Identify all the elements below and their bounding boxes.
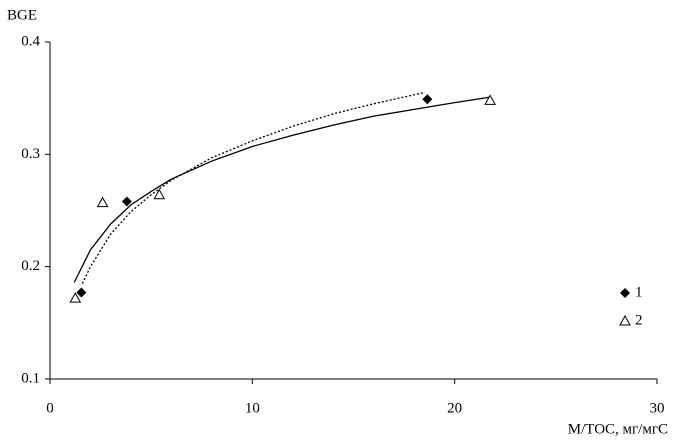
x-tick-label: 10 (245, 400, 260, 416)
trend-line (81, 91, 425, 284)
legend-marker (620, 288, 630, 298)
legend-marker (619, 314, 631, 326)
x-tick-label: 0 (46, 400, 54, 416)
y-axis-title: BGE (7, 7, 37, 23)
point (153, 188, 166, 200)
point (76, 287, 87, 298)
point (484, 94, 496, 105)
legend-label: 1 (635, 284, 643, 300)
legend-label: 2 (635, 312, 643, 328)
point (96, 196, 109, 208)
x-axis-title: M/TOC, мг/мгС (568, 421, 668, 437)
y-tick-label: 0.3 (21, 146, 40, 162)
y-tick-label: 0.2 (21, 258, 40, 274)
point (69, 292, 82, 303)
point (422, 94, 433, 105)
x-tick-label: 20 (447, 400, 462, 416)
y-tick-label: 0.1 (21, 370, 40, 386)
y-tick-label: 0.4 (21, 33, 40, 49)
x-tick-label: 30 (650, 400, 665, 416)
point (121, 196, 132, 207)
trend-line (73, 96, 492, 283)
